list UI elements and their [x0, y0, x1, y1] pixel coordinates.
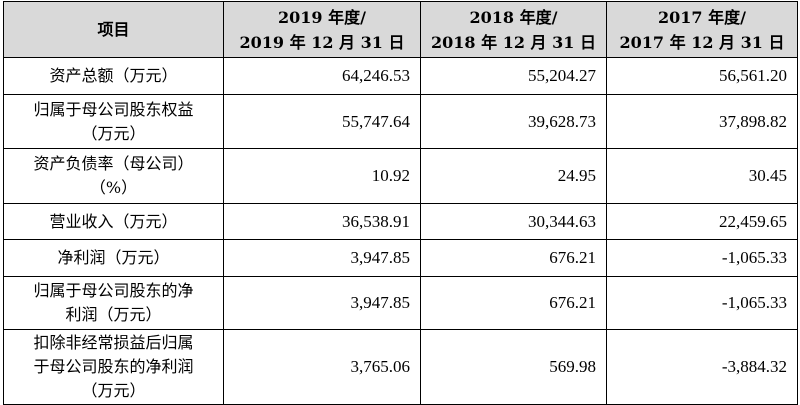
- table-row: 归属于母公司股东的净 利润（万元） 3,947.85 676.21 -1,065…: [3, 276, 798, 330]
- value-2018: 676.21: [420, 276, 607, 330]
- value-2018: 24.95: [420, 148, 607, 204]
- header-row: 项目 2019 年度/ 2019 年 12 月 31 日 2018 年度/ 20…: [3, 1, 798, 58]
- table-row: 扣除非经常损益后归属 于母公司股东的净利润 （万元） 3,765.06 569.…: [3, 329, 798, 405]
- header-2017-line2: 2017 年 12 月 31 日: [619, 32, 785, 52]
- header-2019-line2: 2019 年 12 月 31 日: [239, 32, 405, 52]
- value-2019: 3,947.85: [223, 239, 421, 277]
- value-2017: 30.45: [606, 148, 798, 204]
- row-label: 资产总额（万元）: [3, 57, 224, 95]
- row-label: 营业收入（万元）: [3, 203, 224, 240]
- row-label: 归属于母公司股东的净 利润（万元）: [3, 276, 224, 330]
- row-label: 扣除非经常损益后归属 于母公司股东的净利润 （万元）: [3, 329, 224, 405]
- value-2018: 55,204.27: [420, 57, 607, 95]
- value-2019: 64,246.53: [223, 57, 421, 95]
- value-2017: 37,898.82: [606, 94, 798, 149]
- header-2017-line1: 2017 年度/: [658, 7, 746, 27]
- value-2017: 56,561.20: [606, 57, 798, 95]
- header-2019: 2019 年度/ 2019 年 12 月 31 日: [223, 1, 421, 58]
- table-row: 归属于母公司股东权益 （万元） 55,747.64 39,628.73 37,8…: [3, 94, 798, 149]
- header-2018: 2018 年度/ 2018 年 12 月 31 日: [420, 1, 607, 58]
- financial-table: 项目 2019 年度/ 2019 年 12 月 31 日 2018 年度/ 20…: [3, 1, 798, 405]
- table-header: 项目 2019 年度/ 2019 年 12 月 31 日 2018 年度/ 20…: [3, 1, 798, 58]
- value-2019: 36,538.91: [223, 203, 421, 240]
- row-label: 净利润（万元）: [3, 239, 224, 277]
- value-2018: 569.98: [420, 329, 607, 405]
- header-2017: 2017 年度/ 2017 年 12 月 31 日: [606, 1, 798, 58]
- value-2018: 39,628.73: [420, 94, 607, 149]
- header-2018-line2: 2018 年 12 月 31 日: [431, 32, 596, 52]
- table-row: 营业收入（万元） 36,538.91 30,344.63 22,459.65: [3, 203, 798, 240]
- value-2017: 22,459.65: [606, 203, 798, 240]
- value-2019: 10.92: [223, 148, 421, 204]
- row-label: 归属于母公司股东权益 （万元）: [3, 94, 224, 149]
- table-row: 资产负债率（母公司） （%） 10.92 24.95 30.45: [3, 148, 798, 204]
- value-2019: 3,765.06: [223, 329, 421, 405]
- table-row: 资产总额（万元） 64,246.53 55,204.27 56,561.20: [3, 57, 798, 95]
- header-2018-line1: 2018 年度/: [469, 7, 558, 27]
- value-2018: 30,344.63: [420, 203, 607, 240]
- header-2019-line1: 2019 年度/: [278, 7, 366, 27]
- value-2019: 3,947.85: [223, 276, 421, 330]
- value-2017: -3,884.32: [606, 329, 798, 405]
- header-item: 项目: [3, 1, 224, 58]
- value-2019: 55,747.64: [223, 94, 421, 149]
- value-2017: -1,065.33: [606, 239, 798, 277]
- row-label: 资产负债率（母公司） （%）: [3, 148, 224, 204]
- value-2018: 676.21: [420, 239, 607, 277]
- table-row: 净利润（万元） 3,947.85 676.21 -1,065.33: [3, 239, 798, 277]
- value-2017: -1,065.33: [606, 276, 798, 330]
